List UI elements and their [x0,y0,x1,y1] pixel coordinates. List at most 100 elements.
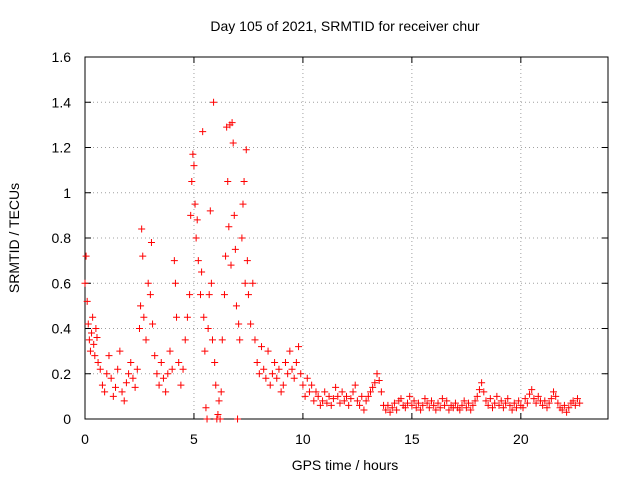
x-tick-label: 10 [295,431,311,447]
data-point [393,406,401,414]
data-point [88,329,96,337]
data-point [419,401,427,409]
data-point [288,365,296,373]
data-point [565,404,573,412]
data-point [211,358,219,366]
data-point [116,347,124,355]
data-point [414,399,422,407]
data-point [401,404,409,412]
data-point [109,392,117,400]
data-point [436,404,444,412]
data-point [210,98,218,106]
data-point [480,388,488,396]
data-point [214,410,222,418]
data-point [462,404,470,412]
data-point [216,415,224,423]
data-point [303,374,311,382]
data-point [187,211,195,219]
data-point [458,401,466,409]
y-tick-label: 0 [63,411,71,427]
data-point [240,177,248,185]
data-point [382,406,390,414]
data-point [338,388,346,396]
data-point [325,392,333,400]
data-point [125,370,133,378]
data-point [164,370,172,378]
data-point [203,415,211,423]
data-point [236,336,244,344]
data-point [218,336,226,344]
data-point [573,395,581,403]
data-point [412,404,420,412]
data-point [171,279,179,287]
data-point [220,291,228,299]
data-point [377,388,385,396]
data-point [292,358,300,366]
data-point [482,397,490,405]
y-tick-label: 1.4 [52,94,72,110]
y-tick-label: 0.2 [52,366,72,382]
data-point [362,397,370,405]
data-point [155,381,163,389]
data-point [159,374,167,382]
data-point [510,399,518,407]
data-point [200,313,208,321]
data-point [478,379,486,387]
data-point [547,395,555,403]
data-point [90,340,98,348]
data-point [186,291,194,299]
data-point [417,406,425,414]
data-point [356,401,364,409]
data-point [279,381,287,389]
data-point [358,392,366,400]
data-point [241,279,249,287]
y-axis-label: SRMTID / TECUs [6,183,22,293]
data-point [506,401,514,409]
data-point [343,392,350,400]
data-point [135,325,143,332]
data-point [360,406,368,414]
data-point [441,401,449,409]
data-point [217,388,225,396]
x-tick-label: 0 [81,431,89,447]
data-point [244,291,252,299]
data-point [351,381,359,389]
data-point [183,313,191,321]
data-point [98,381,106,389]
data-point [89,313,97,321]
data-point [86,347,94,355]
data-point [93,334,101,342]
data-point [364,392,372,400]
data-point [545,399,553,407]
data-point [227,261,235,269]
data-point [532,399,540,407]
data-point [386,408,394,416]
data-point [484,401,492,409]
data-point [329,395,337,403]
data-point [196,291,204,299]
x-tick-label: 15 [404,431,420,447]
data-point [493,392,501,400]
data-point [432,406,440,414]
data-point [146,291,154,299]
data-point [552,392,560,400]
data-point [139,252,147,260]
data-point [215,397,223,405]
data-point [327,401,335,409]
x-axis-label: GPS time / hours [292,457,399,473]
data-point [260,365,268,373]
data-point [397,395,405,403]
data-point [140,313,148,321]
data-point [170,257,178,265]
data-point [515,397,523,405]
data-point [543,404,551,412]
data-point [430,401,438,409]
data-point [137,302,145,310]
data-point [268,370,276,378]
data-point [208,336,216,344]
data-point [181,336,189,344]
data-point [469,401,477,409]
data-point [308,381,316,389]
data-point [297,370,305,378]
